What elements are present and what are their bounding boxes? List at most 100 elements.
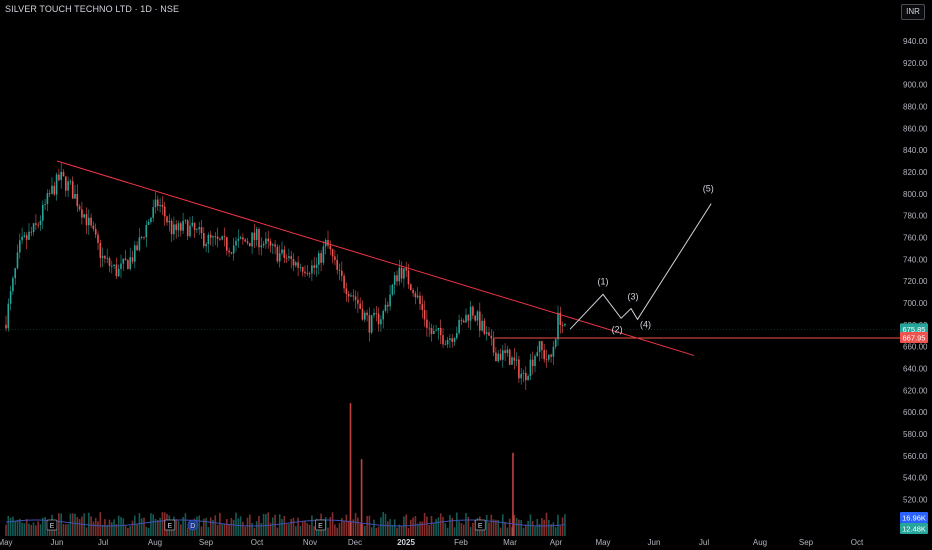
candle-body [262,243,265,246]
price-tick-label: 520.00 [903,496,928,505]
candle-body [283,249,286,258]
candle-body [377,313,380,325]
candle-body [198,227,200,230]
volume-bar [244,526,246,536]
volume-bar [352,519,355,536]
candle-body [373,312,375,316]
price-tick-label: 600.00 [903,408,928,417]
volume-ma-badge-label: 12.48K [902,525,926,534]
volume-bar [30,524,33,536]
volume-bar [88,512,90,536]
elliott-wave-projection[interactable] [569,203,712,330]
price-tick-label: 740.00 [903,255,928,264]
volume-ma-badge [900,523,928,534]
candle-body [288,256,290,259]
volume-bar [147,527,150,536]
candle-body [347,294,350,297]
candle-body [511,357,513,365]
volume-bar [495,519,497,536]
candle-body [28,231,30,240]
time-axis[interactable]: May Jun Jul Aug Sep Oct Nov Dec 2025 Feb Mar Apr May… [0,538,864,547]
volume-bar [35,525,37,536]
price-tick-label: 580.00 [903,430,928,439]
earnings-marker[interactable] [46,519,58,531]
volume-bar [370,527,373,536]
volume-bar [308,524,311,536]
candle-body [99,242,102,258]
volume-bar [255,521,258,536]
candle-body [508,349,511,365]
volume-bar [140,518,143,536]
descending-trendline[interactable] [56,160,695,356]
volume-bar [396,527,398,536]
volume-bar [400,525,403,536]
volume-bar [14,520,16,536]
earnings-marker-label: E [318,523,323,530]
candle-body [97,234,99,243]
currency-button[interactable]: INR [901,4,925,20]
volume-badge-label: 16.96K [902,514,926,523]
candle-body [311,265,313,274]
volume-bar [239,516,242,536]
candle-body [315,264,318,268]
candle-body [292,259,295,266]
volume-bar [226,519,228,536]
volume-bar [16,519,19,536]
volume-bar [216,524,219,536]
volume-bar [334,524,336,536]
candle-body [281,249,283,254]
candle-body [467,314,470,321]
volume-bar [389,519,391,536]
volume-bar [361,524,364,536]
price-tick-label: 820.00 [903,168,928,177]
earnings-marker[interactable] [315,519,326,531]
price-tick-label: 840.00 [903,146,928,155]
candle-body [46,193,49,205]
candle-body [62,171,65,177]
candle-body [19,240,21,253]
volume-bar [488,522,490,536]
wave-label: (4) [640,319,651,329]
candle-body [159,204,161,207]
price-tick-label: 780.00 [903,212,928,221]
volume-bar [508,518,511,536]
candle-body [380,319,382,325]
candle-body [444,344,447,346]
candle-body [375,312,378,314]
volume-bar [393,519,396,536]
volume-bar [458,521,460,536]
candle-body [352,295,355,297]
earnings-marker[interactable] [164,519,176,531]
candle-body [485,332,488,334]
candle-body [83,214,85,218]
volume-bar [62,524,65,536]
earnings-marker-label: E [167,523,172,530]
candle-body [88,217,90,226]
candle-body [12,278,14,292]
volume-bar [212,519,214,536]
candle-body [506,349,509,353]
candle-body [306,273,309,274]
volume-bar [182,517,184,536]
price-tick-label: 900.00 [903,81,928,90]
candle-body [322,246,325,263]
dividend-marker[interactable] [187,519,199,531]
volume-bar [288,523,290,536]
volume-bar [538,524,541,536]
candle-body [108,258,111,266]
volume-bar [23,523,26,536]
time-tick-label: Oct [851,538,864,547]
candle-body [193,222,196,230]
volume-bar [53,526,56,536]
candle-body [297,262,299,268]
candle-body [143,237,145,238]
candle-body [410,284,412,291]
earnings-marker[interactable] [474,519,486,531]
volume-bar [242,521,244,536]
candle-body [331,249,334,257]
candle-body [421,304,424,311]
candle-body [60,171,62,181]
candle-body [442,335,444,345]
price-axis[interactable]: 940.00 920.00 900.00 880.00 860.00 840.00 820.… [903,37,928,526]
